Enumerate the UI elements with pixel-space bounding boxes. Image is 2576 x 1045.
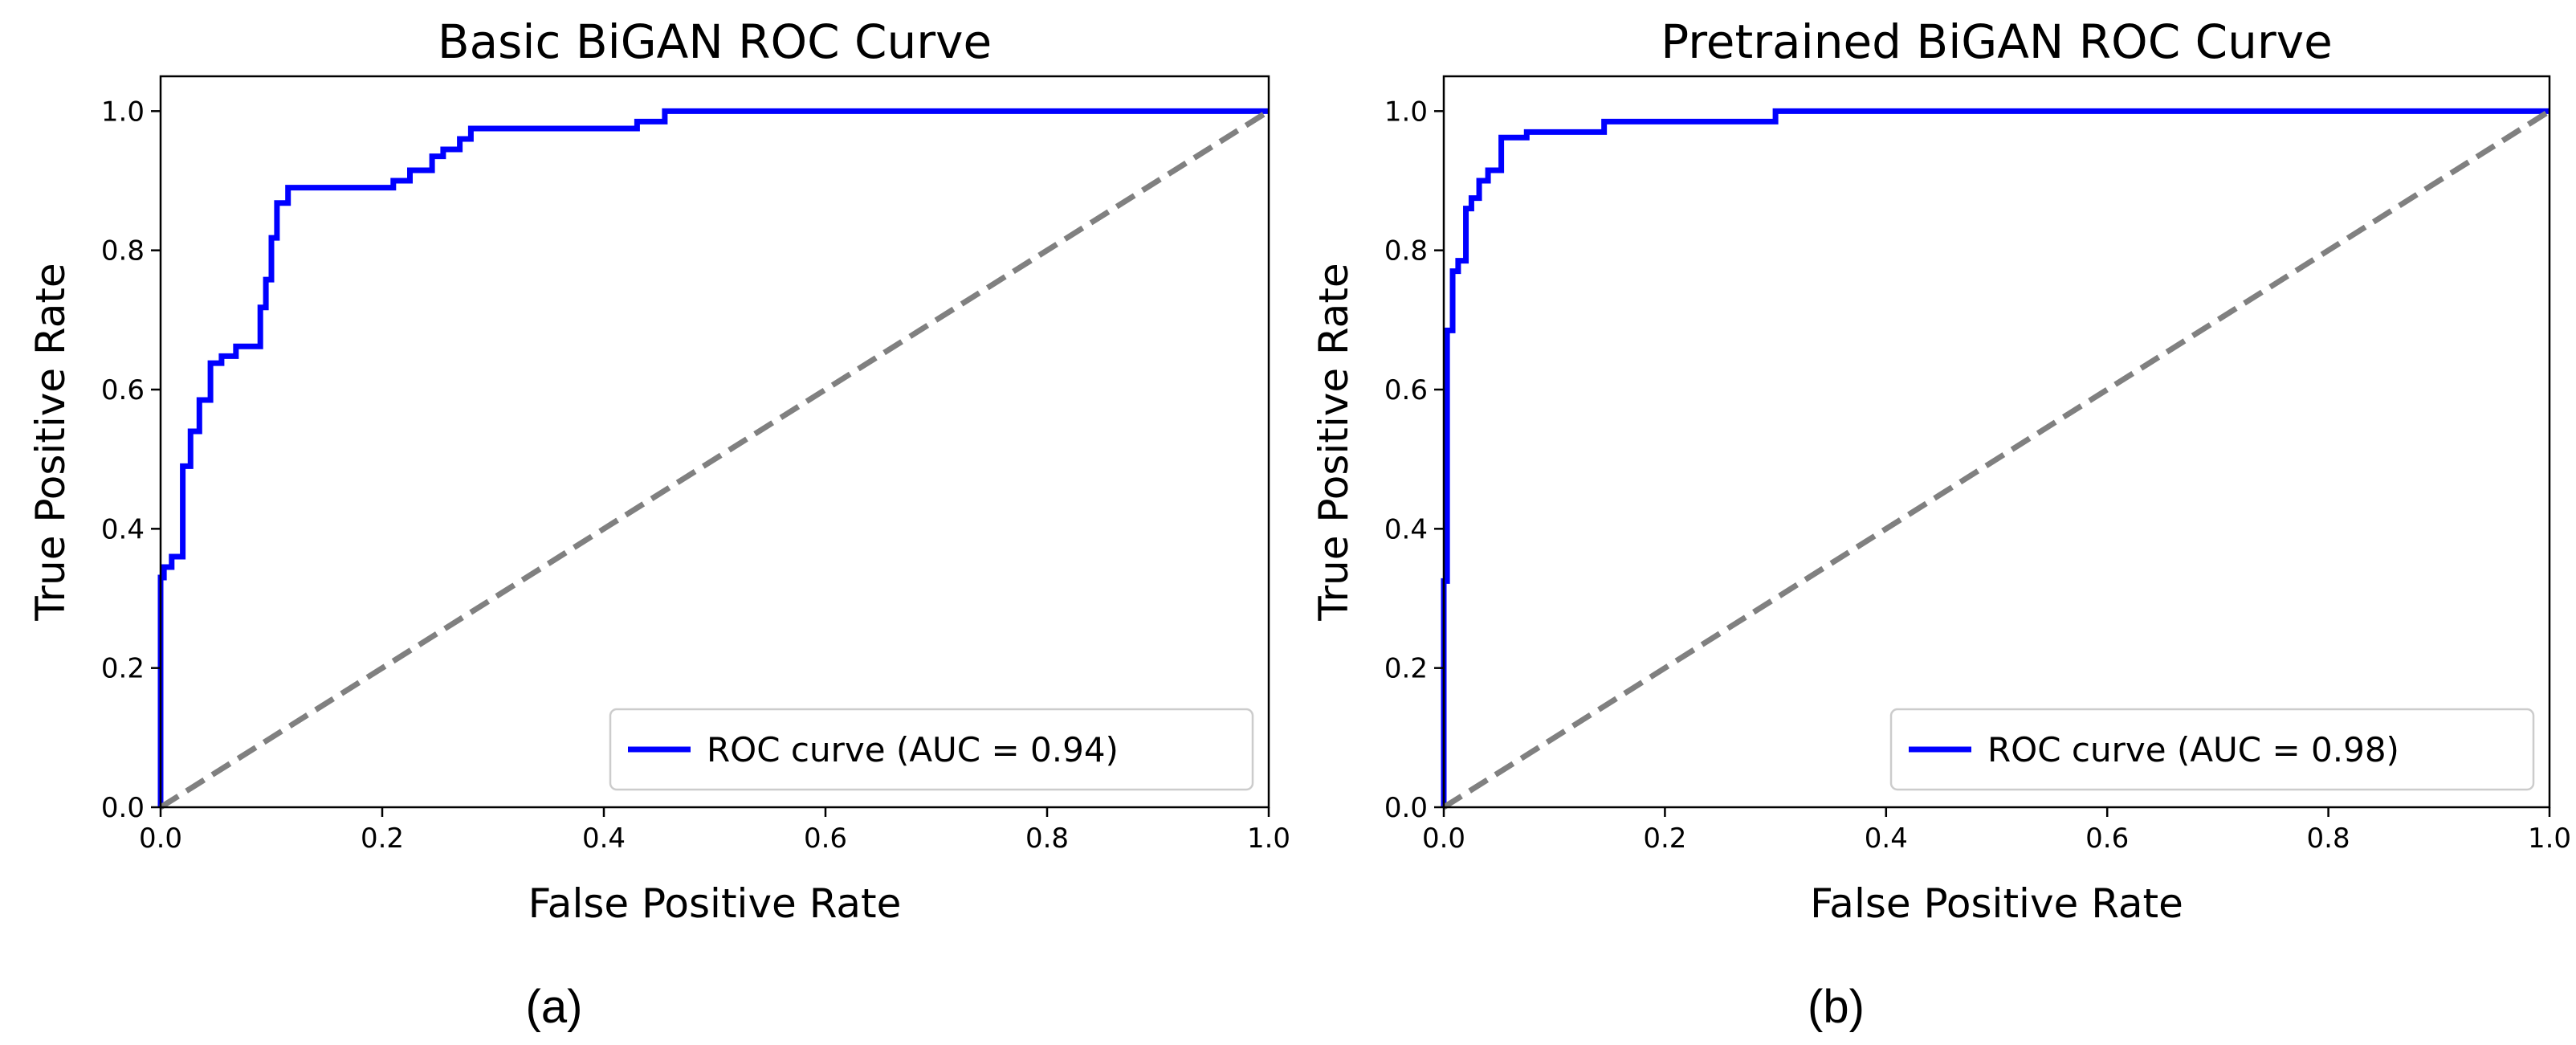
y-tick-label: 0.6 (1384, 374, 1428, 406)
legend-box (609, 708, 1254, 791)
legend-entry-label: ROC curve (AUC = 0.98) (1987, 730, 2399, 769)
chance-diagonal-line (159, 108, 1270, 810)
roc-curve-line (1441, 108, 2550, 807)
chart-title: Basic BiGAN ROC Curve (438, 14, 992, 69)
chart-panel-2: 0.0 0.2 0.4 0.6 0.8 1.0 0.0 0.2 0.4 0.6 0.8 1.0 Pret… (1310, 14, 2571, 1033)
y-tick-label: 0.2 (101, 653, 145, 685)
legend: ROC curve (AUC = 0.98) (1889, 708, 2535, 791)
y-tick-label: 1.0 (1384, 96, 1428, 128)
y-tick-label: 0.8 (1384, 235, 1428, 267)
y-tick-label: 0.2 (1384, 653, 1428, 685)
plot-area (161, 76, 1269, 807)
y-tick-label: 0.8 (101, 235, 145, 267)
x-axis-label: False Positive Rate (528, 880, 902, 927)
x-tick-label: 0.6 (2085, 823, 2129, 855)
plot-area (1444, 76, 2550, 807)
chart-title: Pretrained BiGAN ROC Curve (1661, 14, 2333, 69)
axes-frame (1442, 75, 2551, 809)
panel-caption: (b) (1808, 981, 1865, 1033)
x-tick-label: 1.0 (2528, 823, 2571, 855)
x-tick-label: 0.2 (1643, 823, 1686, 855)
y-tick-label: 1.0 (101, 96, 145, 128)
chance-diagonal-line (1442, 108, 2551, 810)
x-tick-label: 1.0 (1247, 823, 1290, 855)
axes-frame (159, 75, 1270, 809)
x-tick-label: 0.6 (804, 823, 847, 855)
y-tick-label: 0.0 (101, 792, 145, 824)
y-tick-label: 0.6 (101, 374, 145, 406)
y-axis-label: True Positive Rate (27, 263, 74, 621)
x-tick-label: 0.8 (2307, 823, 2350, 855)
legend-box (1889, 708, 2535, 791)
y-tick-label: 0.4 (101, 513, 145, 545)
panel-caption: (a) (526, 981, 583, 1033)
x-tick-label: 0.8 (1025, 823, 1069, 855)
y-tick-label: 0.0 (1384, 792, 1428, 824)
x-tick-label: 0.2 (361, 823, 404, 855)
roc-curve-line (157, 108, 1269, 807)
x-tick-label: 0.4 (1865, 823, 1908, 855)
legend: ROC curve (AUC = 0.94) (609, 708, 1254, 791)
x-tick-label: 0.0 (139, 823, 182, 855)
y-axis-label: True Positive Rate (1310, 263, 1357, 621)
y-tick-label: 0.4 (1384, 513, 1428, 545)
x-axis-label: False Positive Rate (1810, 880, 2183, 927)
x-tick-label: 0.4 (582, 823, 626, 855)
legend-entry-label: ROC curve (AUC = 0.94) (707, 730, 1119, 769)
x-tick-label: 0.0 (1422, 823, 1465, 855)
chart-panel-1: 0.0 0.2 0.4 0.6 0.8 1.0 0.0 0.2 0.4 0.6 0.8 1.0 Basi… (27, 14, 1290, 1033)
